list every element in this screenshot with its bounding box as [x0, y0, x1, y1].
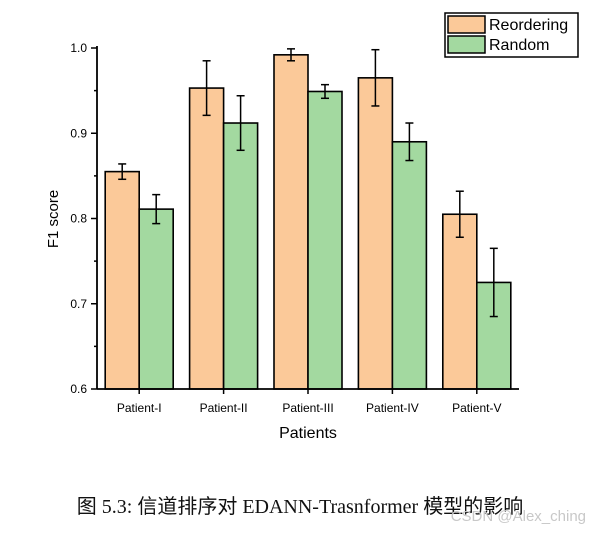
legend: Reordering Random [444, 12, 579, 58]
figure-caption: 图 5.3: 信道排序对 EDANN-Trasnformer 模型的影响 [76, 496, 524, 518]
x-tick-label: Patient-I [117, 401, 162, 415]
legend-label-reordering: Reordering [489, 17, 568, 34]
x-axis-label: Patients [279, 425, 337, 442]
x-tick-label: Patient-IV [366, 401, 419, 415]
bar-reordering-patient-ii [188, 87, 225, 390]
bar-reordering-patient-iv [357, 77, 394, 390]
y-tick-label: 0.9 [70, 126, 87, 140]
bar-random-patient-ii [222, 122, 259, 390]
bar-reordering-patient-v [441, 213, 478, 390]
y-tick-label: 0.7 [70, 297, 87, 311]
bar-reordering-patient-iii [273, 54, 309, 390]
legend-swatch-random [447, 35, 486, 54]
x-tick-label: Patient-V [452, 401, 501, 415]
legend-swatch-reordering [447, 15, 486, 34]
legend-label-random: Random [489, 37, 549, 54]
y-tick-label: 0.6 [70, 382, 87, 396]
y-tick-label: 1.0 [70, 41, 87, 55]
y-axis-label: F1 score [45, 190, 62, 248]
y-tick-label: 0.8 [70, 212, 87, 226]
watermark: CSDN @Alex_ching [450, 508, 586, 525]
bar-random-patient-i [138, 208, 174, 390]
x-tick-label: Patient-III [282, 401, 333, 415]
x-tick-label: Patient-II [200, 401, 248, 415]
bar-reordering-patient-i [104, 170, 140, 390]
bar-random-patient-iv [391, 140, 428, 390]
bar-random-patient-iii [307, 90, 343, 390]
